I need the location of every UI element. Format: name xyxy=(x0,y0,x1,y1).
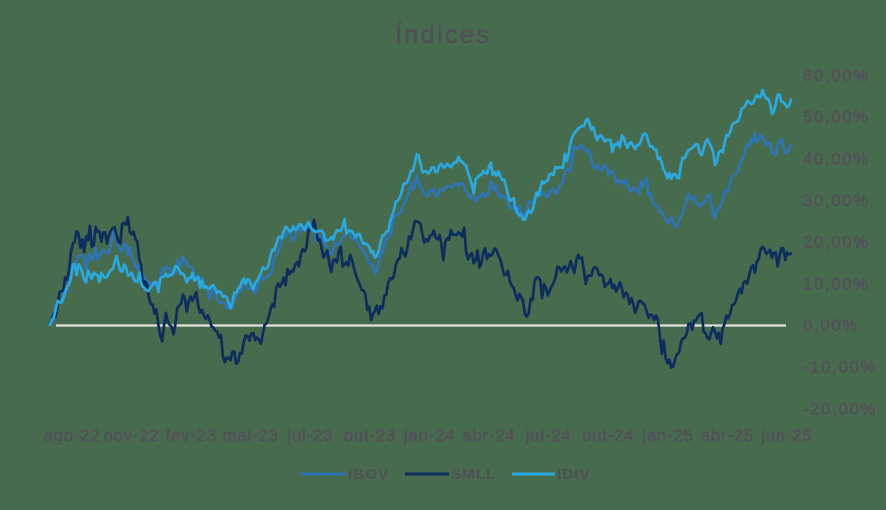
svg-text:out-24: out-24 xyxy=(582,427,634,445)
svg-text:nov-22: nov-22 xyxy=(104,427,160,445)
svg-text:10,00%: 10,00% xyxy=(803,275,870,293)
svg-text:Índices: Índices xyxy=(395,20,491,49)
svg-text:fev-23: fev-23 xyxy=(166,427,217,445)
svg-text:40,00%: 40,00% xyxy=(803,150,870,168)
svg-text:jun-25: jun-25 xyxy=(760,427,812,445)
svg-text:ago-22: ago-22 xyxy=(44,427,101,445)
svg-text:jan-24: jan-24 xyxy=(403,427,455,445)
svg-text:SMLL: SMLL xyxy=(451,466,496,483)
svg-text:20,00%: 20,00% xyxy=(803,234,870,252)
svg-text:50,00%: 50,00% xyxy=(803,109,870,127)
svg-text:-10,00%: -10,00% xyxy=(803,359,877,377)
svg-text:60,00%: 60,00% xyxy=(803,67,870,85)
svg-text:-20,00%: -20,00% xyxy=(803,400,877,418)
svg-text:jul-23: jul-23 xyxy=(286,427,333,445)
svg-text:abr-24: abr-24 xyxy=(463,427,516,445)
svg-text:mai-23: mai-23 xyxy=(223,427,279,445)
svg-text:IBOV: IBOV xyxy=(348,466,389,483)
svg-text:out-23: out-23 xyxy=(344,427,396,445)
svg-text:30,00%: 30,00% xyxy=(803,192,870,210)
svg-text:jul-24: jul-24 xyxy=(525,427,572,445)
svg-text:abr-25: abr-25 xyxy=(701,427,754,445)
svg-text:0,00%: 0,00% xyxy=(803,317,859,335)
svg-text:IDIV: IDIV xyxy=(557,466,591,483)
svg-text:jan-25: jan-25 xyxy=(641,427,693,445)
